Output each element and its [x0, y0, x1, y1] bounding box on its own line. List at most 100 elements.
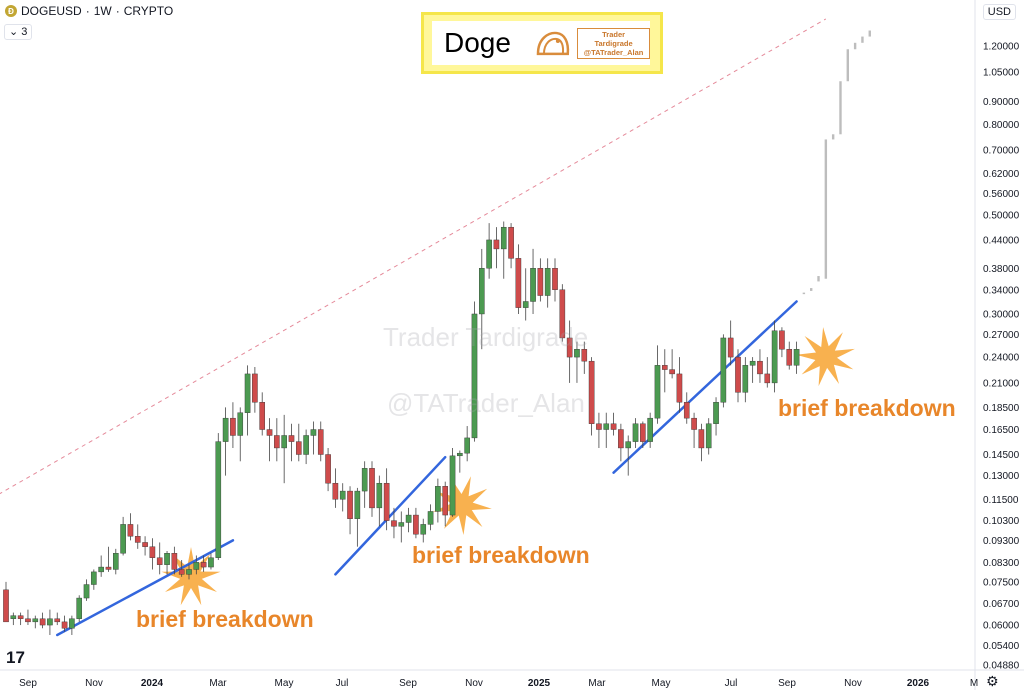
- time-tick-label: Jul: [725, 678, 738, 689]
- candle-body: [581, 349, 588, 362]
- candle-body: [398, 522, 405, 527]
- candle-body: [735, 356, 741, 393]
- candle-body: [625, 441, 631, 449]
- candle: [317, 421, 324, 462]
- candle-body: [186, 569, 192, 575]
- candle-body: [98, 566, 104, 573]
- candle: [552, 258, 558, 302]
- candle-body: [566, 337, 573, 358]
- candle-body: [127, 524, 134, 537]
- price-tick-label: 0.34000: [983, 285, 1020, 296]
- price-tick-label: 0.09300: [983, 536, 1020, 547]
- candle-body: [178, 569, 185, 575]
- projection-bar: [839, 81, 842, 135]
- candle: [164, 551, 170, 575]
- candle-body: [266, 429, 273, 436]
- candle-body: [10, 615, 17, 619]
- candle: [391, 507, 397, 539]
- symbol-header[interactable]: Ð DOGEUSD · 1W · CRYPTO: [5, 4, 173, 18]
- candle-body: [339, 490, 346, 500]
- candle-body: [134, 536, 141, 543]
- candle-body: [508, 226, 514, 259]
- candle-body: [288, 435, 295, 442]
- candle: [149, 538, 156, 570]
- candle-body: [537, 268, 544, 296]
- candle-body: [757, 360, 763, 375]
- candle-body: [479, 268, 485, 315]
- price-tick-label: 0.07500: [983, 577, 1020, 588]
- annotation-breakdown-2: brief breakdown: [412, 542, 590, 568]
- candle: [127, 513, 134, 541]
- candle-body: [325, 454, 331, 484]
- candle-body: [281, 435, 287, 449]
- time-tick-label: Sep: [399, 678, 417, 689]
- candle-body: [413, 514, 419, 535]
- time-tick-label: Sep: [778, 678, 796, 689]
- candle: [676, 357, 683, 413]
- interval-label: 1W: [93, 4, 112, 18]
- candle: [698, 423, 705, 462]
- candle-body: [69, 618, 75, 629]
- candle: [559, 284, 566, 342]
- time-tick-label: 2025: [528, 678, 551, 689]
- candle: [405, 507, 412, 533]
- projection-bar: [810, 288, 813, 291]
- price-tick-label: 0.38000: [983, 264, 1020, 275]
- candle-body: [32, 618, 39, 623]
- price-tick-label: 0.27000: [983, 330, 1020, 341]
- projection-bar: [824, 139, 828, 279]
- candle-body: [574, 349, 580, 358]
- time-tick-label: Nov: [85, 678, 103, 689]
- watermark-line-2: @TATrader_Alan: [387, 388, 585, 418]
- gear-icon[interactable]: ⚙: [986, 673, 999, 689]
- candle-body: [618, 429, 624, 449]
- candle-body: [596, 423, 602, 430]
- candle: [200, 555, 207, 572]
- candle: [325, 447, 331, 492]
- candle: [361, 461, 368, 508]
- candle: [757, 349, 763, 383]
- doge-coin-icon: Ð: [5, 5, 17, 17]
- candle-body: [662, 365, 668, 370]
- logo-title: Doge: [444, 27, 511, 58]
- symbol-name: DOGEUSD: [21, 4, 82, 18]
- candle: [588, 357, 595, 436]
- candle-body: [676, 373, 683, 403]
- candle-body: [427, 511, 434, 525]
- candle-body: [208, 557, 214, 568]
- indicators-toggle[interactable]: ⌄ 3: [4, 24, 33, 40]
- header-separator-2: ·: [115, 4, 120, 18]
- time-tick-label: May: [652, 678, 671, 689]
- candle: [354, 487, 361, 547]
- candle-body: [354, 490, 361, 519]
- candle: [171, 546, 178, 575]
- candle: [398, 511, 405, 543]
- projection-bar: [831, 134, 835, 140]
- candle-body: [171, 553, 178, 570]
- candle: [252, 367, 258, 413]
- candle: [742, 357, 749, 403]
- brand-line-2: @TATrader_Alan: [583, 47, 644, 57]
- candle-body: [435, 486, 441, 512]
- candle-body: [727, 337, 734, 358]
- candle: [69, 615, 75, 635]
- candle-body: [705, 423, 712, 449]
- candle: [581, 341, 588, 374]
- candle-body: [156, 557, 163, 565]
- candle-body: [244, 373, 251, 413]
- candle-body: [237, 412, 244, 436]
- candle-body: [105, 566, 112, 570]
- exchange-label: CRYPTO: [123, 4, 174, 18]
- candle-body: [669, 369, 675, 375]
- candle: [610, 412, 617, 436]
- candle: [259, 392, 266, 436]
- candle: [105, 546, 112, 572]
- candle: [376, 475, 383, 527]
- candle: [208, 553, 214, 570]
- time-tick-label: 2026: [907, 678, 930, 689]
- currency-selector[interactable]: USD: [982, 4, 1016, 20]
- resistance-line: [0, 18, 827, 495]
- candle-body: [683, 402, 690, 419]
- indicator-count: 3: [21, 26, 28, 38]
